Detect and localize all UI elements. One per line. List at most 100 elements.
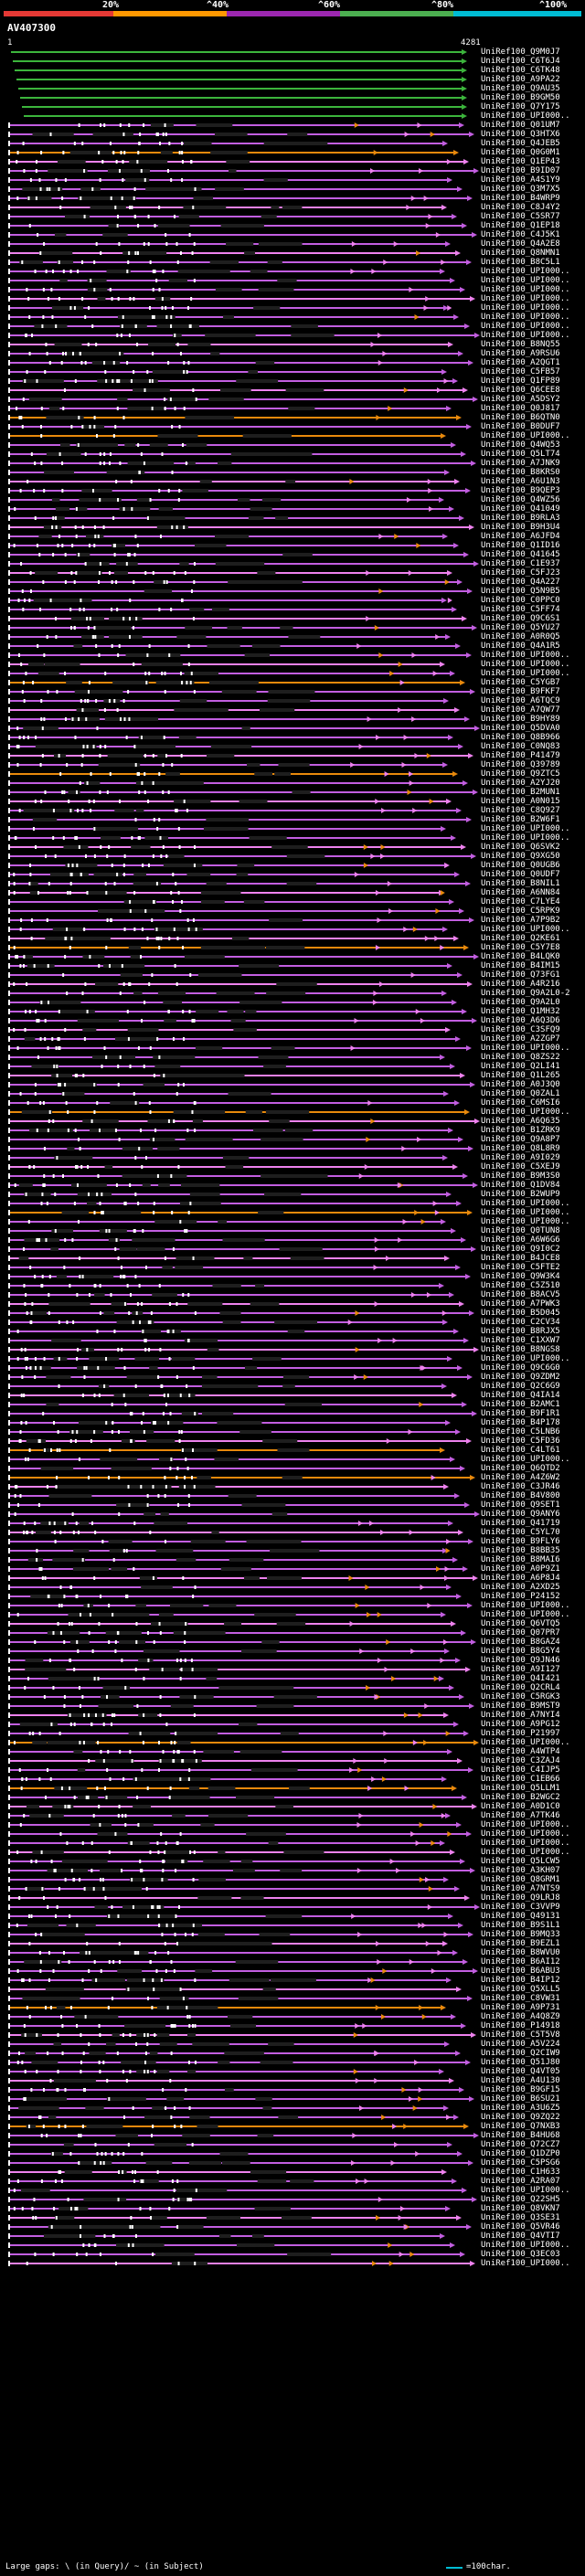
hit-label[interactable]: UniRef100_C8Q927 [481,806,560,815]
hit-label[interactable]: UniRef100_UPI000.. [481,1738,570,1747]
hit-label[interactable]: UniRef100_C0NQ83 [481,742,560,751]
hit-label[interactable]: UniRef100_Q4VTI7 [481,2231,560,2241]
hit-label[interactable]: UniRef100_Q1L265 [481,1071,560,1080]
hit-label[interactable]: UniRef100_B9FKF7 [481,687,560,696]
hit-label[interactable]: UniRef100_B9MQ33 [481,1930,560,1939]
hit-label[interactable]: UniRef100_A2RA07 [481,2177,560,2186]
hit-label[interactable]: UniRef100_Q9AU35 [481,84,560,93]
hit-label[interactable]: UniRef100_B9QEP3 [481,486,560,495]
hit-label[interactable]: UniRef100_Q5N9B5 [481,587,560,596]
hit-label[interactable]: UniRef100_UPI000.. [481,313,570,322]
hit-label[interactable]: UniRef100_A9I029 [481,1153,560,1162]
hit-label[interactable]: UniRef100_UPI000.. [481,1208,570,1217]
hit-label[interactable]: UniRef100_P41479 [481,751,560,760]
hit-label[interactable]: UniRef100_Q5XLL5 [481,1985,560,1994]
hit-label[interactable]: UniRef100_UPI000.. [481,660,570,669]
hit-label[interactable]: UniRef100_Q41049 [481,504,560,514]
hit-label[interactable]: UniRef100_C5PSG6 [481,2158,560,2168]
hit-label[interactable]: UniRef100_Q5DVA0 [481,724,560,733]
hit-label[interactable]: UniRef100_UPI000.. [481,322,570,331]
hit-label[interactable]: UniRef100_Q9XG50 [481,852,560,861]
hit-label[interactable]: UniRef100_Q8NMN1 [481,249,560,258]
hit-label[interactable]: UniRef100_Q9C6S1 [481,614,560,623]
hit-label[interactable]: UniRef100_Q5LCW5 [481,1857,560,1866]
hit-label[interactable]: UniRef100_B6QTN0 [481,413,560,422]
hit-label[interactable]: UniRef100_C4J5K1 [481,230,560,239]
hit-label[interactable]: UniRef100_A4Q8Z9 [481,2012,560,2021]
hit-label[interactable]: UniRef100_P21997 [481,1729,560,1738]
hit-label[interactable]: UniRef100_Q4VT05 [481,2067,560,2076]
hit-label[interactable]: UniRef100_UPI000.. [481,824,570,833]
hit-label[interactable]: UniRef100_Q4I421 [481,1674,560,1683]
hit-label[interactable]: UniRef100_UPI000.. [481,2241,570,2250]
hit-label[interactable]: UniRef100_C3ZAJ4 [481,1756,560,1765]
hit-label[interactable]: UniRef100_C3JR46 [481,1482,560,1491]
hit-label[interactable]: UniRef100_A2YJ20 [481,779,560,788]
hit-label[interactable]: UniRef100_Q6CEE8 [481,386,560,395]
hit-label[interactable]: UniRef100_UPI000.. [481,669,570,678]
hit-label[interactable]: UniRef100_UPI000.. [481,276,570,285]
hit-label[interactable]: UniRef100_B4JCE8 [481,1254,560,1263]
hit-label[interactable]: UniRef100_Q22SH5 [481,2195,560,2204]
hit-label[interactable]: UniRef100_Q6SVK2 [481,843,560,852]
hit-label[interactable]: UniRef100_C5T5V8 [481,2030,560,2040]
hit-label[interactable]: UniRef100_B6SU21 [481,2094,560,2104]
hit-label[interactable]: UniRef100_C5FB57 [481,367,560,376]
hit-label[interactable]: UniRef100_A0D1C0 [481,1802,560,1811]
hit-label[interactable]: UniRef100_C5RPK9 [481,906,560,916]
hit-label[interactable]: UniRef100_B4IM15 [481,961,560,970]
hit-label[interactable]: UniRef100_Q9SET1 [481,1500,560,1510]
hit-label[interactable]: UniRef100_A7NTS9 [481,1884,560,1893]
hit-label[interactable]: UniRef100_Q5LLM1 [481,1784,560,1793]
hit-label[interactable]: UniRef100_UPI000.. [481,651,570,660]
hit-label[interactable]: UniRef100_C1XXW7 [481,1336,560,1345]
hit-label[interactable]: UniRef100_Q3HTX6 [481,130,560,139]
hit-label[interactable]: UniRef100_Q4WZ56 [481,495,560,504]
hit-label[interactable]: UniRef100_B2WUP9 [481,1190,560,1199]
hit-label[interactable]: UniRef100_Q9W3K4 [481,1272,560,1281]
hit-label[interactable]: UniRef100_UPI000.. [481,2186,570,2195]
hit-label[interactable]: UniRef100_Q9A2L0-2 [481,989,570,998]
hit-label[interactable]: UniRef100_Q9A2L0 [481,998,560,1007]
hit-label[interactable]: UniRef100_UPI000.. [481,1199,570,1208]
hit-label[interactable]: UniRef100_UPI000.. [481,1601,570,1610]
hit-label[interactable]: UniRef100_P24152 [481,1592,560,1601]
hit-label[interactable]: UniRef100_B4WRP9 [481,194,560,203]
hit-label[interactable]: UniRef100_Q0UDF7 [481,870,560,879]
hit-label[interactable]: UniRef100_C5Y7E8 [481,943,560,952]
hit-label[interactable]: UniRef100_Q41719 [481,1519,560,1528]
hit-label[interactable]: UniRef100_Q9A8P7 [481,1135,560,1144]
hit-label[interactable]: UniRef100_Q7Y175 [481,102,560,111]
hit-label[interactable]: UniRef100_B9ID07 [481,166,560,175]
hit-label[interactable]: UniRef100_Q1MH32 [481,1007,560,1016]
hit-label[interactable]: UniRef100_UPI000.. [481,267,570,276]
hit-label[interactable]: UniRef100_C5FD36 [481,1436,560,1446]
hit-label[interactable]: UniRef100_Q6QTD2 [481,1464,560,1473]
hit-label[interactable]: UniRef100_B9M3S0 [481,1171,560,1181]
hit-label[interactable]: UniRef100_B8NGS8 [481,1345,560,1354]
hit-label[interactable]: UniRef100_Q41645 [481,550,560,559]
hit-label[interactable]: UniRef100_Q6VTQ5 [481,1619,560,1628]
hit-label[interactable]: UniRef100_A3U6Z5 [481,2104,560,2113]
hit-label[interactable]: UniRef100_Q3M7X5 [481,185,560,194]
hit-label[interactable]: UniRef100_A6JFD4 [481,532,560,541]
hit-label[interactable]: UniRef100_A2ZGP7 [481,1034,560,1044]
hit-label[interactable]: UniRef100_A7JNK9 [481,459,560,468]
hit-label[interactable]: UniRef100_Q1FP89 [481,376,560,386]
hit-label[interactable]: UniRef100_B2AMC1 [481,1400,560,1409]
hit-label[interactable]: UniRef100_Q0G0M1 [481,148,560,157]
hit-label[interactable]: UniRef100_B8KRS0 [481,468,560,477]
hit-label[interactable]: UniRef100_B9MST9 [481,1701,560,1711]
hit-label[interactable]: UniRef100_A6TQC9 [481,696,560,705]
hit-label[interactable]: UniRef100_A7PWK3 [481,1299,560,1309]
hit-label[interactable]: UniRef100_A7P9B2 [481,916,560,925]
hit-label[interactable]: UniRef100_P14918 [481,2021,560,2030]
hit-label[interactable]: UniRef100_C5RGK3 [481,1692,560,1701]
hit-label[interactable]: UniRef100_Q01UM7 [481,121,560,130]
hit-label[interactable]: UniRef100_C5XEJ9 [481,1162,560,1171]
hit-label[interactable]: UniRef100_UPI000.. [481,111,570,121]
hit-label[interactable]: UniRef100_C5Z510 [481,1281,560,1290]
hit-label[interactable]: UniRef100_A4Z6W2 [481,1473,560,1482]
hit-label[interactable]: UniRef100_Q8ZS22 [481,1053,560,1062]
hit-label[interactable]: UniRef100_UPI000.. [481,1848,570,1857]
